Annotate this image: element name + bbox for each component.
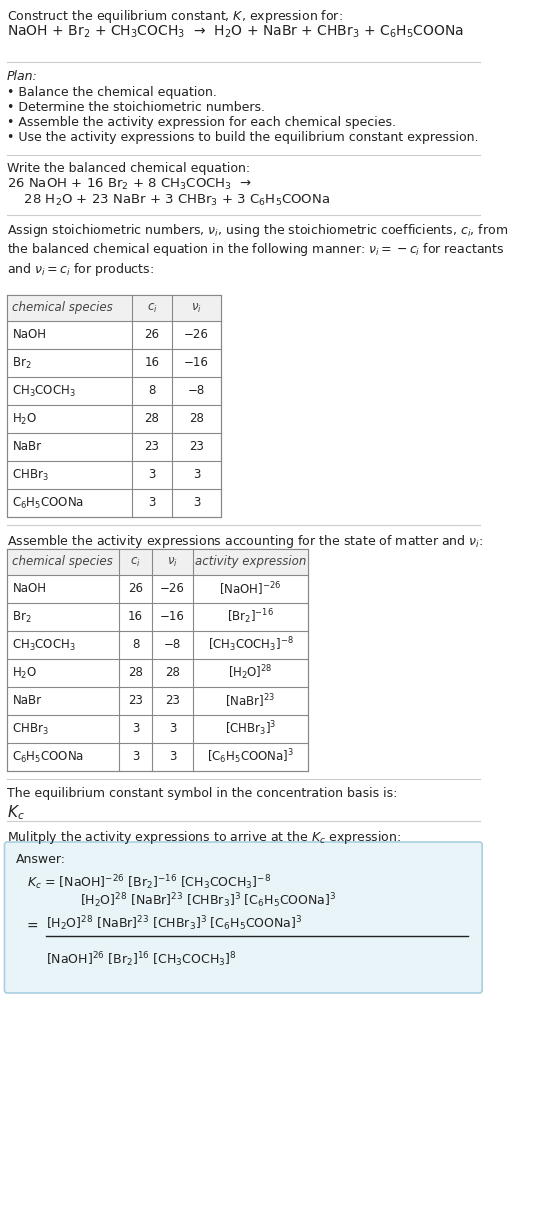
Text: Assemble the activity expressions accounting for the state of matter and $\nu_i$: Assemble the activity expressions accoun… <box>7 533 483 550</box>
Text: Mulitply the activity expressions to arrive at the $K_c$ expression:: Mulitply the activity expressions to arr… <box>7 829 401 846</box>
Text: 3: 3 <box>132 751 139 764</box>
Text: $c_i$: $c_i$ <box>130 555 141 568</box>
Bar <box>7 295 221 517</box>
Text: CHBr$_3$: CHBr$_3$ <box>13 722 49 736</box>
Text: =: = <box>27 920 38 935</box>
Text: [NaOH]$^{-26}$: [NaOH]$^{-26}$ <box>219 580 282 597</box>
Text: NaOH + Br$_2$ + CH$_3$COCH$_3$  →  H$_2$O + NaBr + CHBr$_3$ + C$_6$H$_5$COONa: NaOH + Br$_2$ + CH$_3$COCH$_3$ → H$_2$O … <box>7 24 464 40</box>
Text: 23: 23 <box>189 440 204 453</box>
Text: 8: 8 <box>132 638 139 652</box>
Text: [C$_6$H$_5$COONa]$^{3}$: [C$_6$H$_5$COONa]$^{3}$ <box>207 747 294 767</box>
Text: [H$_2$O]$^{28}$: [H$_2$O]$^{28}$ <box>228 664 273 682</box>
Text: NaOH: NaOH <box>13 329 46 341</box>
Text: NaOH: NaOH <box>13 583 46 596</box>
Text: [CH$_3$COCH$_3$]$^{-8}$: [CH$_3$COCH$_3$]$^{-8}$ <box>207 636 293 654</box>
Text: Construct the equilibrium constant, $K$, expression for:: Construct the equilibrium constant, $K$,… <box>7 8 343 25</box>
FancyBboxPatch shape <box>4 841 482 993</box>
Text: [NaOH]$^{26}$ [Br$_2$]$^{16}$ [CH$_3$COCH$_3$]$^{8}$: [NaOH]$^{26}$ [Br$_2$]$^{16}$ [CH$_3$COC… <box>46 950 237 968</box>
Text: $K_c$: $K_c$ <box>7 803 25 822</box>
Text: 23: 23 <box>165 694 180 707</box>
Text: $\nu_i$: $\nu_i$ <box>191 301 202 314</box>
Text: Br$_2$: Br$_2$ <box>13 609 32 625</box>
Text: 26: 26 <box>145 329 159 341</box>
Text: • Use the activity expressions to build the equilibrium constant expression.: • Use the activity expressions to build … <box>7 131 479 144</box>
Text: 3: 3 <box>149 469 156 481</box>
Text: −8: −8 <box>164 638 181 652</box>
Text: Plan:: Plan: <box>7 70 38 83</box>
Text: [NaBr]$^{23}$: [NaBr]$^{23}$ <box>225 693 275 710</box>
Text: [Br$_2$]$^{-16}$: [Br$_2$]$^{-16}$ <box>227 608 274 626</box>
Text: $K_c$ = [NaOH]$^{-26}$ [Br$_2$]$^{-16}$ [CH$_3$COCH$_3$]$^{-8}$: $K_c$ = [NaOH]$^{-26}$ [Br$_2$]$^{-16}$ … <box>27 873 271 892</box>
Text: chemical species: chemical species <box>13 555 113 568</box>
Text: • Assemble the activity expression for each chemical species.: • Assemble the activity expression for e… <box>7 116 396 129</box>
Text: 8: 8 <box>149 384 156 398</box>
Text: 3: 3 <box>169 723 176 735</box>
Text: 26: 26 <box>128 583 143 596</box>
Text: The equilibrium constant symbol in the concentration basis is:: The equilibrium constant symbol in the c… <box>7 787 397 800</box>
Text: CH$_3$COCH$_3$: CH$_3$COCH$_3$ <box>13 637 76 653</box>
Text: C$_6$H$_5$COONa: C$_6$H$_5$COONa <box>13 496 85 510</box>
Text: Answer:: Answer: <box>16 854 66 866</box>
Text: 28: 28 <box>145 412 159 426</box>
Text: • Determine the stoichiometric numbers.: • Determine the stoichiometric numbers. <box>7 102 265 114</box>
Text: 3: 3 <box>149 497 156 509</box>
Text: Assign stoichiometric numbers, $\nu_i$, using the stoichiometric coefficients, $: Assign stoichiometric numbers, $\nu_i$, … <box>7 222 508 278</box>
Text: 28: 28 <box>165 666 180 679</box>
Text: −26: −26 <box>184 329 209 341</box>
Text: 3: 3 <box>169 751 176 764</box>
Text: [CHBr$_3$]$^{3}$: [CHBr$_3$]$^{3}$ <box>225 719 276 739</box>
Bar <box>7 295 221 322</box>
Text: [H$_2$O]$^{28}$ [NaBr]$^{23}$ [CHBr$_3$]$^{3}$ [C$_6$H$_5$COONa]$^{3}$: [H$_2$O]$^{28}$ [NaBr]$^{23}$ [CHBr$_3$]… <box>80 891 336 909</box>
Text: 3: 3 <box>193 469 200 481</box>
Text: CH$_3$COCH$_3$: CH$_3$COCH$_3$ <box>13 383 76 399</box>
Text: NaBr: NaBr <box>13 694 41 707</box>
Text: C$_6$H$_5$COONa: C$_6$H$_5$COONa <box>13 750 85 764</box>
Text: H$_2$O: H$_2$O <box>13 411 38 427</box>
Text: activity expression: activity expression <box>195 555 306 568</box>
Text: Br$_2$: Br$_2$ <box>13 355 32 370</box>
Text: • Balance the chemical equation.: • Balance the chemical equation. <box>7 86 217 99</box>
Text: −26: −26 <box>160 583 185 596</box>
Text: $\nu_i$: $\nu_i$ <box>167 555 178 568</box>
Text: 28: 28 <box>128 666 143 679</box>
Text: −16: −16 <box>160 611 185 624</box>
Text: 3: 3 <box>132 723 139 735</box>
Text: NaBr: NaBr <box>13 440 41 453</box>
Text: 16: 16 <box>128 611 143 624</box>
Text: 23: 23 <box>145 440 159 453</box>
Bar <box>7 549 308 575</box>
Text: CHBr$_3$: CHBr$_3$ <box>13 468 49 482</box>
Text: 3: 3 <box>193 497 200 509</box>
Text: chemical species: chemical species <box>13 301 113 314</box>
Text: 23: 23 <box>128 694 143 707</box>
Text: 26 NaOH + 16 Br$_2$ + 8 CH$_3$COCH$_3$  →: 26 NaOH + 16 Br$_2$ + 8 CH$_3$COCH$_3$ → <box>7 177 252 192</box>
Bar <box>7 549 308 771</box>
Text: −8: −8 <box>188 384 205 398</box>
Text: H$_2$O: H$_2$O <box>13 665 38 681</box>
Text: 28 H$_2$O + 23 NaBr + 3 CHBr$_3$ + 3 C$_6$H$_5$COONa: 28 H$_2$O + 23 NaBr + 3 CHBr$_3$ + 3 C$_… <box>7 193 330 208</box>
Text: −16: −16 <box>184 357 209 370</box>
Text: [H$_2$O]$^{28}$ [NaBr]$^{23}$ [CHBr$_3$]$^{3}$ [C$_6$H$_5$COONa]$^{3}$: [H$_2$O]$^{28}$ [NaBr]$^{23}$ [CHBr$_3$]… <box>46 914 302 932</box>
Text: 16: 16 <box>145 357 159 370</box>
Text: Write the balanced chemical equation:: Write the balanced chemical equation: <box>7 162 250 175</box>
Text: $c_i$: $c_i$ <box>147 301 157 314</box>
Text: 28: 28 <box>189 412 204 426</box>
